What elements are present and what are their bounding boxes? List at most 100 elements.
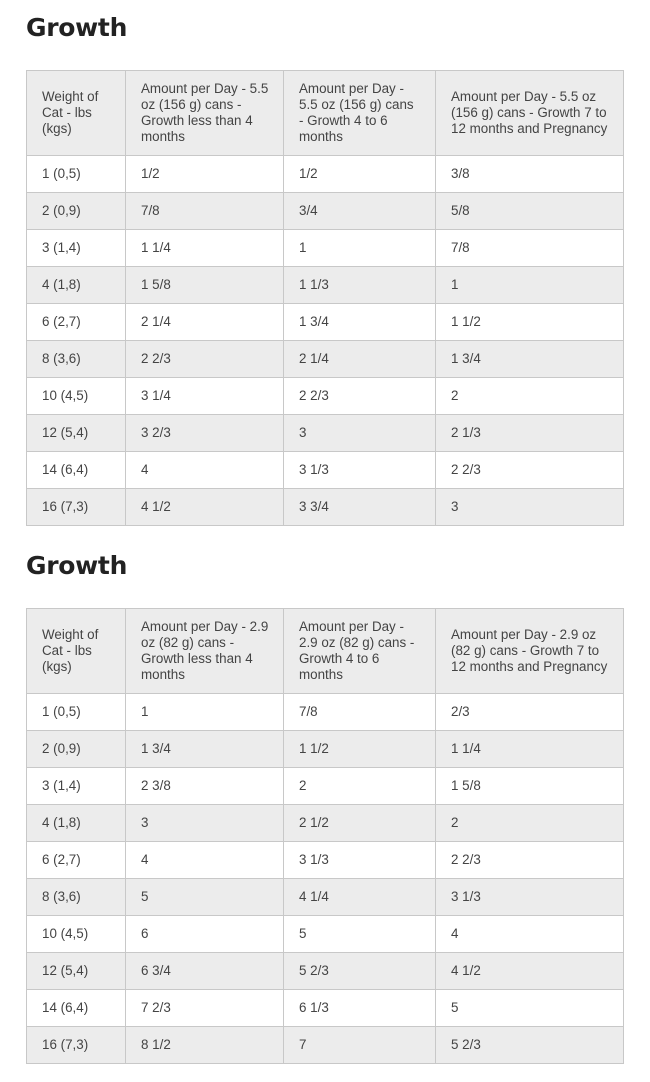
cell-weight: 4 (1,8) [26,266,126,304]
table-row: 2 (0,9) 1 3/4 1 1/2 1 1/4 [26,730,624,768]
cell-weight: 1 (0,5) [26,155,126,193]
cell-amount-7-to-12-months: 1 1/2 [435,303,624,341]
cell-amount-4-to-6-months: 1 1/3 [283,266,436,304]
cell-weight: 2 (0,9) [26,192,126,230]
cell-amount-7-to-12-months: 2 [435,804,624,842]
cell-amount-4-to-6-months: 5 [283,915,436,953]
cell-amount-under-4-months: 3 2/3 [125,414,284,452]
table-row: 1 (0,5) 1/2 1/2 3/8 [26,155,624,193]
table-body: 1 (0,5) 1 7/8 2/3 2 (0,9) 1 3/4 1 1/2 1 1/4 3 (1… [26,693,624,1064]
cell-amount-7-to-12-months: 1 3/4 [435,340,624,378]
cell-weight: 3 (1,4) [26,229,126,267]
cell-amount-4-to-6-months: 2 1/4 [283,340,436,378]
cell-amount-under-4-months: 4 [125,841,284,879]
cell-amount-4-to-6-months: 1 [283,229,436,267]
cell-amount-under-4-months: 2 1/4 [125,303,284,341]
cell-weight: 12 (5,4) [26,952,126,990]
header-growth-7-to-12-months: Amount per Day - 2.9 oz (82 g) cans - Gr… [435,608,624,694]
cell-amount-7-to-12-months: 2 [435,377,624,415]
cell-amount-under-4-months: 8 1/2 [125,1026,284,1064]
cell-amount-under-4-months: 3 [125,804,284,842]
cell-amount-7-to-12-months: 7/8 [435,229,624,267]
header-growth-under-4-months: Amount per Day - 2.9 oz (82 g) cans - Gr… [125,608,284,694]
cell-amount-4-to-6-months: 2 [283,767,436,805]
cell-amount-7-to-12-months: 2/3 [435,693,624,731]
cell-amount-7-to-12-months: 1 5/8 [435,767,624,805]
cell-weight: 14 (6,4) [26,451,126,489]
cell-amount-under-4-months: 1 [125,693,284,731]
cell-amount-under-4-months: 4 1/2 [125,488,284,526]
cell-weight: 14 (6,4) [26,989,126,1027]
section-title: Growth [26,13,128,42]
table-row: 3 (1,4) 1 1/4 1 7/8 [26,229,624,267]
header-growth-4-to-6-months: Amount per Day - 5.5 oz (156 g) cans - G… [283,70,436,156]
cell-weight: 1 (0,5) [26,693,126,731]
cell-amount-4-to-6-months: 2 1/2 [283,804,436,842]
table-row: 12 (5,4) 6 3/4 5 2/3 4 1/2 [26,952,624,990]
header-growth-7-to-12-months: Amount per Day - 5.5 oz (156 g) cans - G… [435,70,624,156]
table-row: 10 (4,5) 3 1/4 2 2/3 2 [26,377,624,415]
cell-amount-4-to-6-months: 6 1/3 [283,989,436,1027]
header-weight: Weight of Cat - lbs (kgs) [26,608,126,694]
cell-amount-7-to-12-months: 3/8 [435,155,624,193]
cell-amount-under-4-months: 1/2 [125,155,284,193]
cell-amount-7-to-12-months: 2 2/3 [435,451,624,489]
cell-amount-7-to-12-months: 3 1/3 [435,878,624,916]
cell-amount-7-to-12-months: 1 [435,266,624,304]
table-row: 8 (3,6) 2 2/3 2 1/4 1 3/4 [26,340,624,378]
cell-amount-4-to-6-months: 7 [283,1026,436,1064]
table-row: 10 (4,5) 6 5 4 [26,915,624,953]
cell-amount-7-to-12-months: 5 [435,989,624,1027]
table-row: 3 (1,4) 2 3/8 2 1 5/8 [26,767,624,805]
table-row: 12 (5,4) 3 2/3 3 2 1/3 [26,414,624,452]
cell-amount-7-to-12-months: 1 1/4 [435,730,624,768]
table-row: 14 (6,4) 7 2/3 6 1/3 5 [26,989,624,1027]
cell-amount-under-4-months: 7 2/3 [125,989,284,1027]
cell-amount-7-to-12-months: 3 [435,488,624,526]
cell-amount-under-4-months: 1 5/8 [125,266,284,304]
cell-weight: 16 (7,3) [26,1026,126,1064]
table-row: 2 (0,9) 7/8 3/4 5/8 [26,192,624,230]
cell-weight: 2 (0,9) [26,730,126,768]
cell-amount-4-to-6-months: 1 3/4 [283,303,436,341]
header-row: Weight of Cat - lbs (kgs) Amount per Day… [26,70,624,156]
table-row: 16 (7,3) 8 1/2 7 5 2/3 [26,1026,624,1064]
cell-amount-4-to-6-months: 4 1/4 [283,878,436,916]
cell-amount-7-to-12-months: 2 2/3 [435,841,624,879]
cell-amount-under-4-months: 6 [125,915,284,953]
cell-amount-4-to-6-months: 3 [283,414,436,452]
cell-amount-under-4-months: 1 3/4 [125,730,284,768]
table-row: 4 (1,8) 1 5/8 1 1/3 1 [26,266,624,304]
cell-weight: 8 (3,6) [26,878,126,916]
feeding-section-5-5oz: Growth Weight of Cat - lbs (kgs) Amount … [26,0,624,526]
cell-amount-4-to-6-months: 7/8 [283,693,436,731]
cell-amount-4-to-6-months: 3 1/3 [283,841,436,879]
table-body: 1 (0,5) 1/2 1/2 3/8 2 (0,9) 7/8 3/4 5/8 3 (1,4) 1… [26,155,624,526]
cell-amount-under-4-months: 2 2/3 [125,340,284,378]
table-row: 14 (6,4) 4 3 1/3 2 2/3 [26,451,624,489]
cell-amount-under-4-months: 4 [125,451,284,489]
table-row: 8 (3,6) 5 4 1/4 3 1/3 [26,878,624,916]
cell-amount-under-4-months: 5 [125,878,284,916]
cell-amount-4-to-6-months: 5 2/3 [283,952,436,990]
cell-weight: 3 (1,4) [26,767,126,805]
table-row: 16 (7,3) 4 1/2 3 3/4 3 [26,488,624,526]
cell-amount-under-4-months: 1 1/4 [125,229,284,267]
table-row: 6 (2,7) 4 3 1/3 2 2/3 [26,841,624,879]
feeding-table: Weight of Cat - lbs (kgs) Amount per Day… [26,608,624,1064]
cell-amount-7-to-12-months: 4 1/2 [435,952,624,990]
cell-amount-7-to-12-months: 5 2/3 [435,1026,624,1064]
cell-weight: 8 (3,6) [26,340,126,378]
cell-weight: 6 (2,7) [26,841,126,879]
cell-amount-under-4-months: 3 1/4 [125,377,284,415]
cell-amount-4-to-6-months: 1 1/2 [283,730,436,768]
cell-amount-7-to-12-months: 5/8 [435,192,624,230]
table-row: 4 (1,8) 3 2 1/2 2 [26,804,624,842]
feeding-table: Weight of Cat - lbs (kgs) Amount per Day… [26,70,624,526]
section-title: Growth [26,551,128,580]
cell-amount-under-4-months: 7/8 [125,192,284,230]
cell-amount-4-to-6-months: 3 1/3 [283,451,436,489]
cell-weight: 10 (4,5) [26,915,126,953]
header-growth-4-to-6-months: Amount per Day - 2.9 oz (82 g) cans - Gr… [283,608,436,694]
feeding-section-2-9oz: Growth Weight of Cat - lbs (kgs) Amount … [26,538,624,1064]
